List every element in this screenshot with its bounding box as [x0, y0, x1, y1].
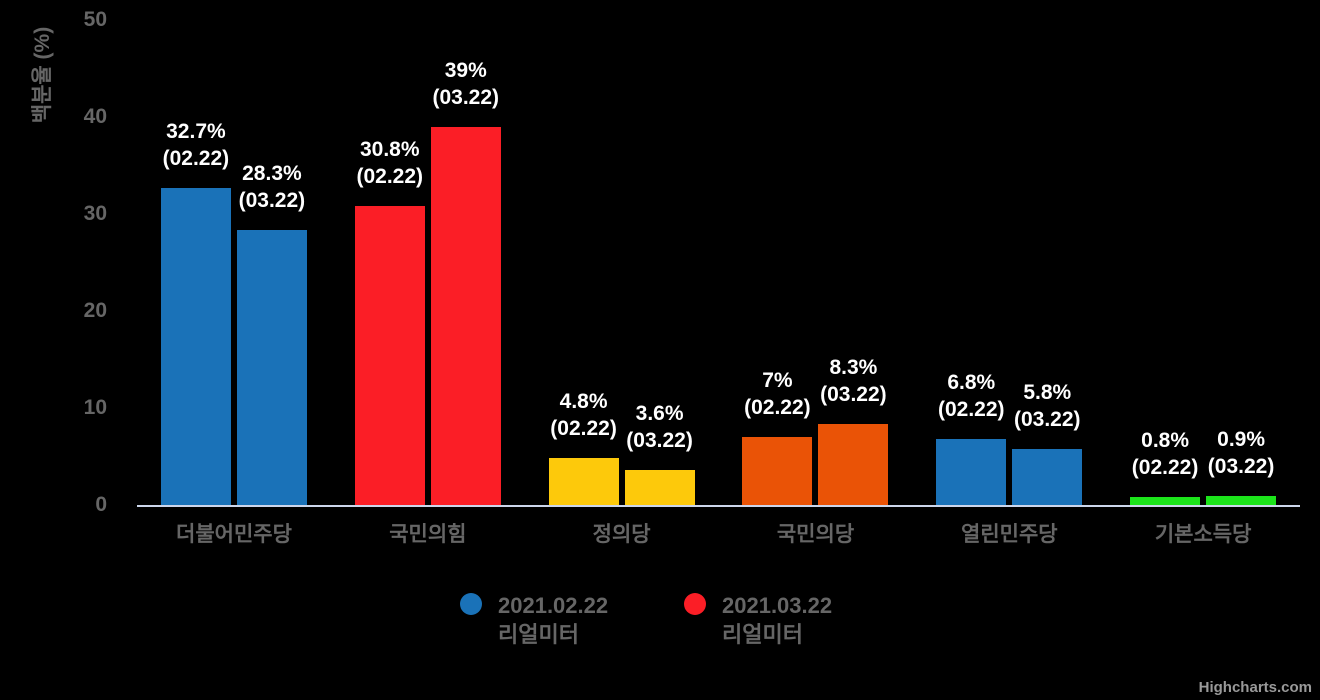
x-axis-category-label: 정의당	[592, 523, 651, 546]
legend-marker-feb-icon	[460, 593, 482, 615]
bar[interactable]	[1206, 496, 1277, 505]
bar[interactable]	[354, 206, 425, 505]
x-axis-category-label: 국민의당	[776, 523, 855, 546]
legend-item-feb[interactable]: 2021.02.22 리얼미터	[460, 591, 608, 649]
legend-label-mar: 2021.03.22 리얼미터	[722, 591, 832, 649]
data-label: 8.3% (03.22)	[820, 356, 887, 407]
data-label: 28.3% (03.22)	[238, 162, 306, 213]
data-label: 5.8% (03.22)	[1013, 380, 1081, 431]
bar[interactable]	[624, 470, 695, 505]
legend-label-mar-date: 2021.03.22	[722, 593, 833, 618]
data-label: 0.8% (02.22)	[1131, 429, 1199, 480]
legend-item-mar[interactable]: 2021.03.22 리얼미터	[684, 591, 832, 649]
legend-label-feb-date: 2021.02.22	[498, 593, 609, 618]
bar[interactable]	[1012, 448, 1083, 505]
x-axis-category-label: 국민의힘	[389, 523, 467, 546]
x-axis-category-label: 기본소득당	[1154, 523, 1252, 546]
bar[interactable]	[236, 230, 307, 505]
data-label: 39% (03.22)	[432, 58, 500, 109]
bar[interactable]	[936, 439, 1007, 505]
legend-label-mar-source: 리얼미터	[722, 622, 803, 647]
data-label: 4.8% (02.22)	[550, 390, 617, 441]
data-label: 7% (02.22)	[744, 369, 811, 420]
y-axis-tick-label: 10	[83, 396, 107, 419]
x-axis-line	[137, 505, 1300, 507]
bar[interactable]	[742, 437, 813, 505]
y-axis-tick-label: 40	[83, 105, 107, 128]
data-label: 6.8% (02.22)	[937, 371, 1005, 422]
data-label: 30.8% (02.22)	[356, 138, 424, 189]
bar[interactable]	[160, 187, 231, 505]
y-axis-tick-label: 50	[83, 8, 107, 31]
data-label: 3.6% (03.22)	[626, 402, 693, 453]
legend-marker-mar-icon	[684, 593, 706, 615]
bar[interactable]	[548, 458, 619, 505]
x-axis-category-label: 열린민주당	[961, 523, 1058, 546]
bar[interactable]	[818, 424, 889, 505]
legend-label-feb-source: 리얼미터	[498, 622, 579, 647]
legend-label-feb: 2021.02.22 리얼미터	[498, 591, 608, 649]
y-axis-tick-label: 20	[83, 299, 107, 322]
bar[interactable]	[430, 126, 501, 505]
x-axis-category-label: 더불어민주당	[176, 523, 292, 546]
data-label: 32.7% (02.22)	[162, 119, 230, 170]
y-axis-tick-label: 30	[83, 202, 107, 225]
highcharts-credits-link[interactable]: Highcharts.com	[1198, 679, 1312, 696]
bar[interactable]	[1130, 497, 1201, 505]
data-label: 0.9% (03.22)	[1207, 428, 1275, 479]
y-axis-tick-label: 0	[95, 493, 107, 516]
